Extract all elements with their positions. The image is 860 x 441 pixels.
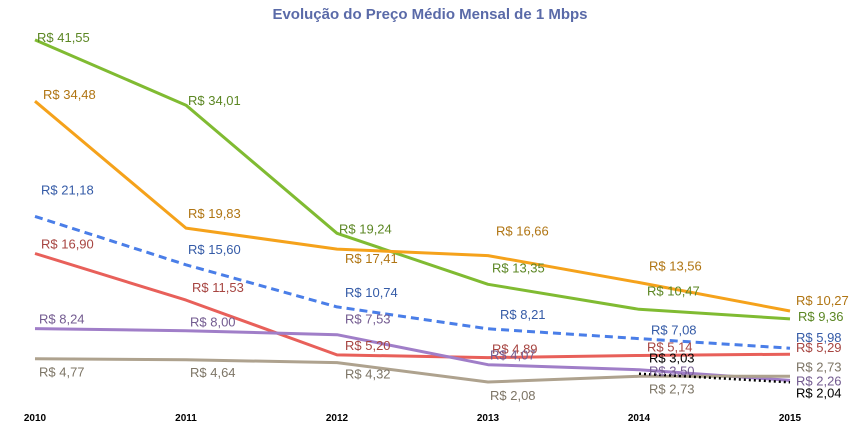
x-tick-label: 2013 <box>477 413 500 424</box>
data-label: R$ 2,73 <box>649 381 695 396</box>
data-label: R$ 4,77 <box>39 365 85 380</box>
data-label: R$ 4,07 <box>490 348 536 363</box>
data-label: R$ 2,73 <box>796 359 842 374</box>
series-line-3 <box>34 214 791 350</box>
series-line-4 <box>34 252 791 360</box>
data-label: R$ 4,64 <box>190 365 236 380</box>
data-label: R$ 34,01 <box>188 93 241 108</box>
series-line-2 <box>34 100 791 313</box>
data-label: R$ 2,08 <box>490 388 536 403</box>
series-line-7 <box>638 372 791 384</box>
data-label: R$ 16,90 <box>41 237 94 252</box>
data-label: R$ 4,89 <box>492 342 538 357</box>
data-label: R$ 5,14 <box>647 340 693 355</box>
data-label: R$ 3,50 <box>649 364 695 379</box>
series-line-5 <box>34 327 791 382</box>
data-label: R$ 4,32 <box>345 367 391 382</box>
x-tick-label: 2015 <box>779 413 802 424</box>
x-tick-label: 2014 <box>628 413 651 424</box>
data-label: R$ 5,98 <box>796 330 842 345</box>
data-label: R$ 7,53 <box>345 312 391 327</box>
data-label: R$ 8,24 <box>39 312 85 327</box>
data-label: R$ 5,29 <box>796 340 842 355</box>
series-line-1 <box>34 38 791 321</box>
data-label: R$ 15,60 <box>188 242 241 257</box>
data-label: R$ 5,20 <box>345 338 391 353</box>
data-label: R$ 21,18 <box>41 182 94 197</box>
data-label: R$ 3,03 <box>649 351 695 366</box>
data-label: R$ 41,55 <box>37 30 90 45</box>
data-label: R$ 19,24 <box>339 221 392 236</box>
x-tick-label: 2012 <box>326 413 349 424</box>
data-label: R$ 9,36 <box>798 309 844 324</box>
data-label: R$ 13,35 <box>492 260 545 275</box>
data-label: R$ 10,74 <box>345 285 398 300</box>
x-tick-label: 2010 <box>24 413 47 424</box>
x-tick-label: 2011 <box>175 413 197 424</box>
data-label: R$ 34,48 <box>43 87 96 102</box>
data-label: R$ 7,08 <box>651 323 697 338</box>
data-label: R$ 2,26 <box>796 373 842 388</box>
data-label: R$ 17,41 <box>345 251 398 266</box>
data-label: R$ 2,04 <box>796 385 842 400</box>
data-label: R$ 10,47 <box>647 283 700 298</box>
data-label: R$ 19,83 <box>188 206 241 221</box>
data-label: R$ 16,66 <box>496 224 549 239</box>
data-label: R$ 13,56 <box>649 259 702 274</box>
data-label: R$ 11,53 <box>192 280 244 295</box>
chart-title: Evolução do Preço Médio Mensal de 1 Mbps <box>272 6 588 23</box>
data-label: R$ 10,27 <box>796 293 849 308</box>
data-label: R$ 8,21 <box>500 307 546 322</box>
data-label: R$ 8,00 <box>190 315 236 330</box>
